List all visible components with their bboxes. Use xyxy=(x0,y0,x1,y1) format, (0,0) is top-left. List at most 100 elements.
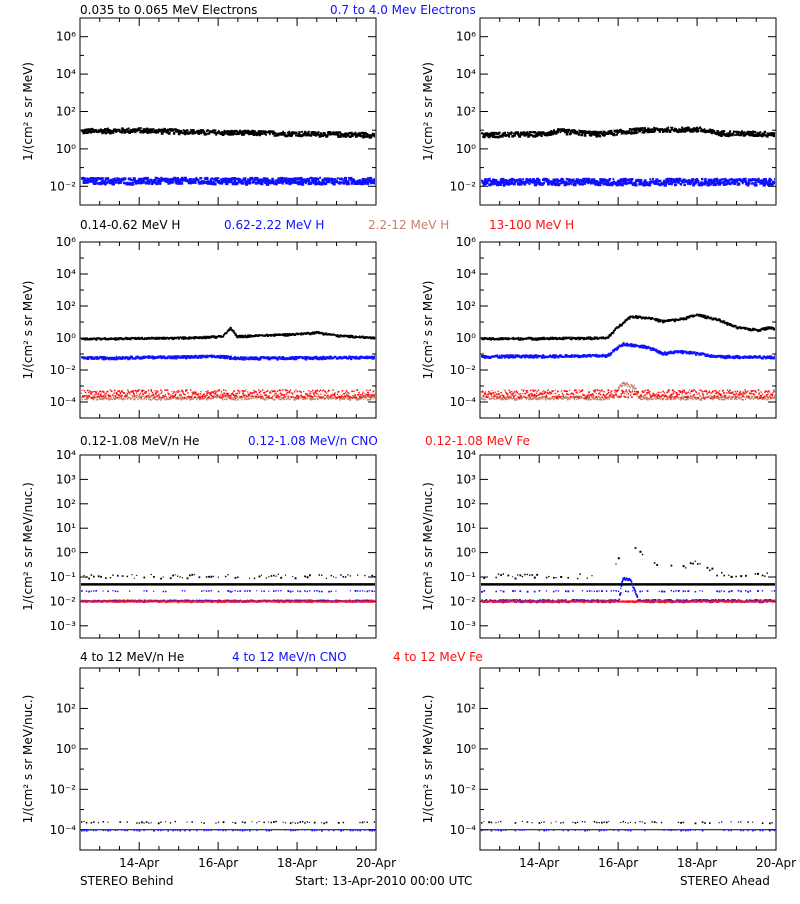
y-tick-label: 10⁶ xyxy=(56,30,76,44)
panel-frame xyxy=(79,667,377,851)
series-black-1 xyxy=(81,820,375,825)
series-tan-2 xyxy=(481,381,775,401)
y-tick-label: 10³ xyxy=(56,472,76,486)
series-blue-2 xyxy=(481,576,775,604)
footer-start-label: Start: 13-Apr-2010 00:00 UTC xyxy=(295,874,472,888)
panel-row-0-header-1: 0.7 to 4.0 Mev Electrons xyxy=(330,3,476,17)
series-blue-4 xyxy=(81,590,375,593)
panel-row-3-header-1: 4 to 12 MeV/n CNO xyxy=(232,650,347,664)
footer-layer: STEREO Behind Start: 13-Apr-2010 00:00 U… xyxy=(80,874,770,888)
series-points xyxy=(481,381,775,401)
panel-heavy-low-behind: 10⁻³ 10⁻² 10⁻¹ 10⁰ 10¹ 10² 10³ 10⁴ 1/(cm² s sr M… xyxy=(21,448,377,639)
y-tick-label: 10⁻² xyxy=(450,782,477,796)
x-tick-label: 20-Apr xyxy=(356,856,396,870)
x-tick-label: 18-Apr xyxy=(677,856,717,870)
series-points xyxy=(81,326,375,341)
data-layer xyxy=(81,127,375,186)
series-blue-1 xyxy=(81,176,375,186)
series-tan-2 xyxy=(81,395,375,401)
series-points xyxy=(81,354,375,361)
series-blue-1 xyxy=(481,342,775,360)
y-tick-label: 10⁻² xyxy=(50,594,77,608)
y-tick-label: 10² xyxy=(456,497,476,511)
panel-electrons-behind: 10⁻² 10⁰ 10² 10⁴ 10⁶ 1/(cm² s sr MeV) xyxy=(21,17,377,206)
series-blue-2 xyxy=(481,829,775,832)
panel-protons-behind: 10⁻⁴ 10⁻² 10⁰ 10² 10⁴ 10⁶ 1/(cm² s sr MeV) xyxy=(21,235,377,419)
series-red-3 xyxy=(81,389,375,399)
x-tick-label: 16-Apr xyxy=(198,856,238,870)
y-tick-label: 10⁻¹ xyxy=(450,570,477,584)
panel-heavy-high-behind: 10⁻⁴ 10⁻² 10⁰ 10² 1/(cm² s sr MeV/nuc.) 14-Ap… xyxy=(21,667,396,870)
panel-row-1-header-2: 2.2-12 MeV H xyxy=(368,218,449,232)
y-tick-label: 10⁻¹ xyxy=(50,570,77,584)
y-tick-label: 10⁶ xyxy=(56,235,76,249)
panel-row-1-header-1: 0.62-2.22 MeV H xyxy=(224,218,324,232)
x-tick-label: 16-Apr xyxy=(598,856,638,870)
series-blue-4 xyxy=(481,589,775,593)
y-tick-label: 10⁴ xyxy=(56,267,76,281)
data-layer xyxy=(481,547,775,604)
headers-layer: 0.035 to 0.065 MeV Electrons 0.7 to 4.0 M… xyxy=(80,3,574,664)
series-points xyxy=(81,820,375,825)
y-tick-label: 10⁴ xyxy=(456,267,476,281)
series-black-0 xyxy=(481,313,775,341)
panel-heavy-low-ahead: 10⁻³ 10⁻² 10⁻¹ 10⁰ 10¹ 10² 10³ 10⁴ 1/(cm² s sr M… xyxy=(421,448,777,639)
series-points xyxy=(481,576,775,604)
footer-left-label: STEREO Behind xyxy=(80,874,174,888)
panel-frame xyxy=(79,241,377,419)
y-tick-label: 10⁰ xyxy=(456,742,476,756)
panel-row-0-header-0: 0.035 to 0.065 MeV Electrons xyxy=(80,3,257,17)
panel-row-1-header-3: 13-100 MeV H xyxy=(489,218,574,232)
footer-right-label: STEREO Ahead xyxy=(680,874,770,888)
series-black-0 xyxy=(81,127,375,139)
data-layer xyxy=(481,313,775,401)
panel-frame xyxy=(479,454,777,639)
y-tick-label: 10⁻³ xyxy=(50,619,77,633)
panel-frame xyxy=(79,454,377,639)
x-tick-label: 18-Apr xyxy=(277,856,317,870)
series-blue-2 xyxy=(81,829,375,832)
y-tick-label: 10⁻⁴ xyxy=(450,395,477,409)
y-tick-label: 10⁴ xyxy=(56,448,76,462)
y-tick-label: 10² xyxy=(56,105,76,119)
series-black-0 xyxy=(481,126,775,139)
series-red-3 xyxy=(481,389,775,399)
x-tick-label: 20-Apr xyxy=(756,856,796,870)
panel-row-2-header-0: 0.12-1.08 MeV/n He xyxy=(80,434,199,448)
y-tick-label: 10¹ xyxy=(56,521,76,535)
y-tick-label: 10² xyxy=(56,299,76,313)
data-layer xyxy=(481,126,775,187)
y-axis-label: 1/(cm² s sr MeV) xyxy=(421,62,435,161)
y-axis-label: 1/(cm² s sr MeV) xyxy=(421,281,435,380)
y-tick-label: 10⁻³ xyxy=(450,619,477,633)
series-red-3 xyxy=(481,600,775,604)
series-points xyxy=(81,829,375,832)
series-points xyxy=(81,395,375,401)
panel-row-2-header-1: 0.12-1.08 MeV/n CNO xyxy=(248,434,378,448)
panel-heavy-high-ahead: 10⁻⁴ 10⁻² 10⁰ 10² 1/(cm² s sr MeV/nuc.) 14-Ap… xyxy=(421,667,796,870)
y-tick-label: 10⁻⁴ xyxy=(50,823,77,837)
panel-row-3-header-0: 4 to 12 MeV/n He xyxy=(80,650,184,664)
y-tick-label: 10⁶ xyxy=(456,30,476,44)
panel-frame xyxy=(479,667,777,851)
y-tick-label: 10⁰ xyxy=(56,331,76,345)
panel-row-2-header-2: 0.12-1.08 MeV Fe xyxy=(425,434,530,448)
y-axis-label: 1/(cm² s sr MeV) xyxy=(21,281,35,380)
y-tick-label: 10¹ xyxy=(456,521,476,535)
panel-frame xyxy=(79,17,377,206)
y-tick-label: 10⁰ xyxy=(56,546,76,560)
data-layer xyxy=(481,820,775,832)
y-axis-label: 1/(cm² s sr MeV/nuc.) xyxy=(21,482,35,611)
y-axis-label: 1/(cm² s sr MeV) xyxy=(21,62,35,161)
panel-protons-ahead: 10⁻⁴ 10⁻² 10⁰ 10² 10⁴ 10⁶ 1/(cm² s sr MeV) xyxy=(421,235,777,419)
series-points xyxy=(81,389,375,399)
series-points xyxy=(81,176,375,186)
x-tick-label: 14-Apr xyxy=(519,856,559,870)
series-points xyxy=(481,589,775,593)
y-tick-label: 10⁴ xyxy=(56,67,76,81)
series-points xyxy=(481,820,773,825)
y-tick-label: 10⁻² xyxy=(50,782,77,796)
y-tick-label: 10⁻⁴ xyxy=(50,395,77,409)
